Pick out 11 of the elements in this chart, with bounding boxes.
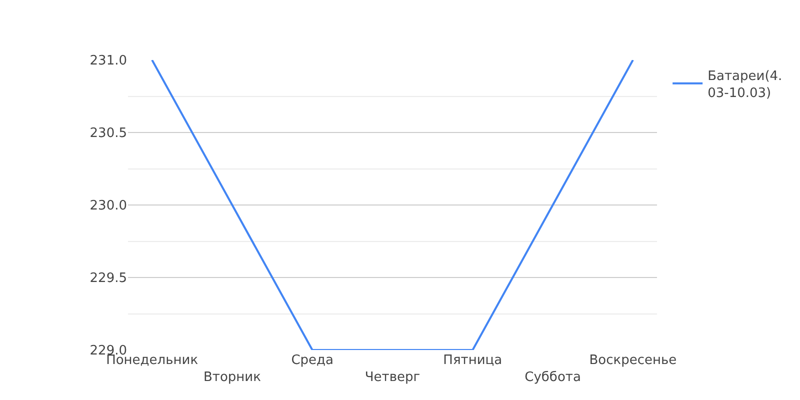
x-tick-label: Воскресенье [589, 353, 677, 368]
y-tick-label: 230.5 [90, 126, 127, 142]
x-tick-label: Суббота [524, 370, 581, 385]
y-tick-label: 230.0 [90, 198, 127, 214]
legend-label: Батареи(4.03-10.03) [708, 69, 782, 101]
x-tick-label: Вторник [203, 370, 262, 385]
x-tick-label: Среда [291, 353, 334, 368]
y-tick-label: 231.0 [90, 54, 127, 69]
y-tick-label: 229.5 [90, 271, 127, 286]
x-tick-label: Пятница [443, 353, 502, 368]
x-tick-label: Четверг [364, 370, 420, 385]
